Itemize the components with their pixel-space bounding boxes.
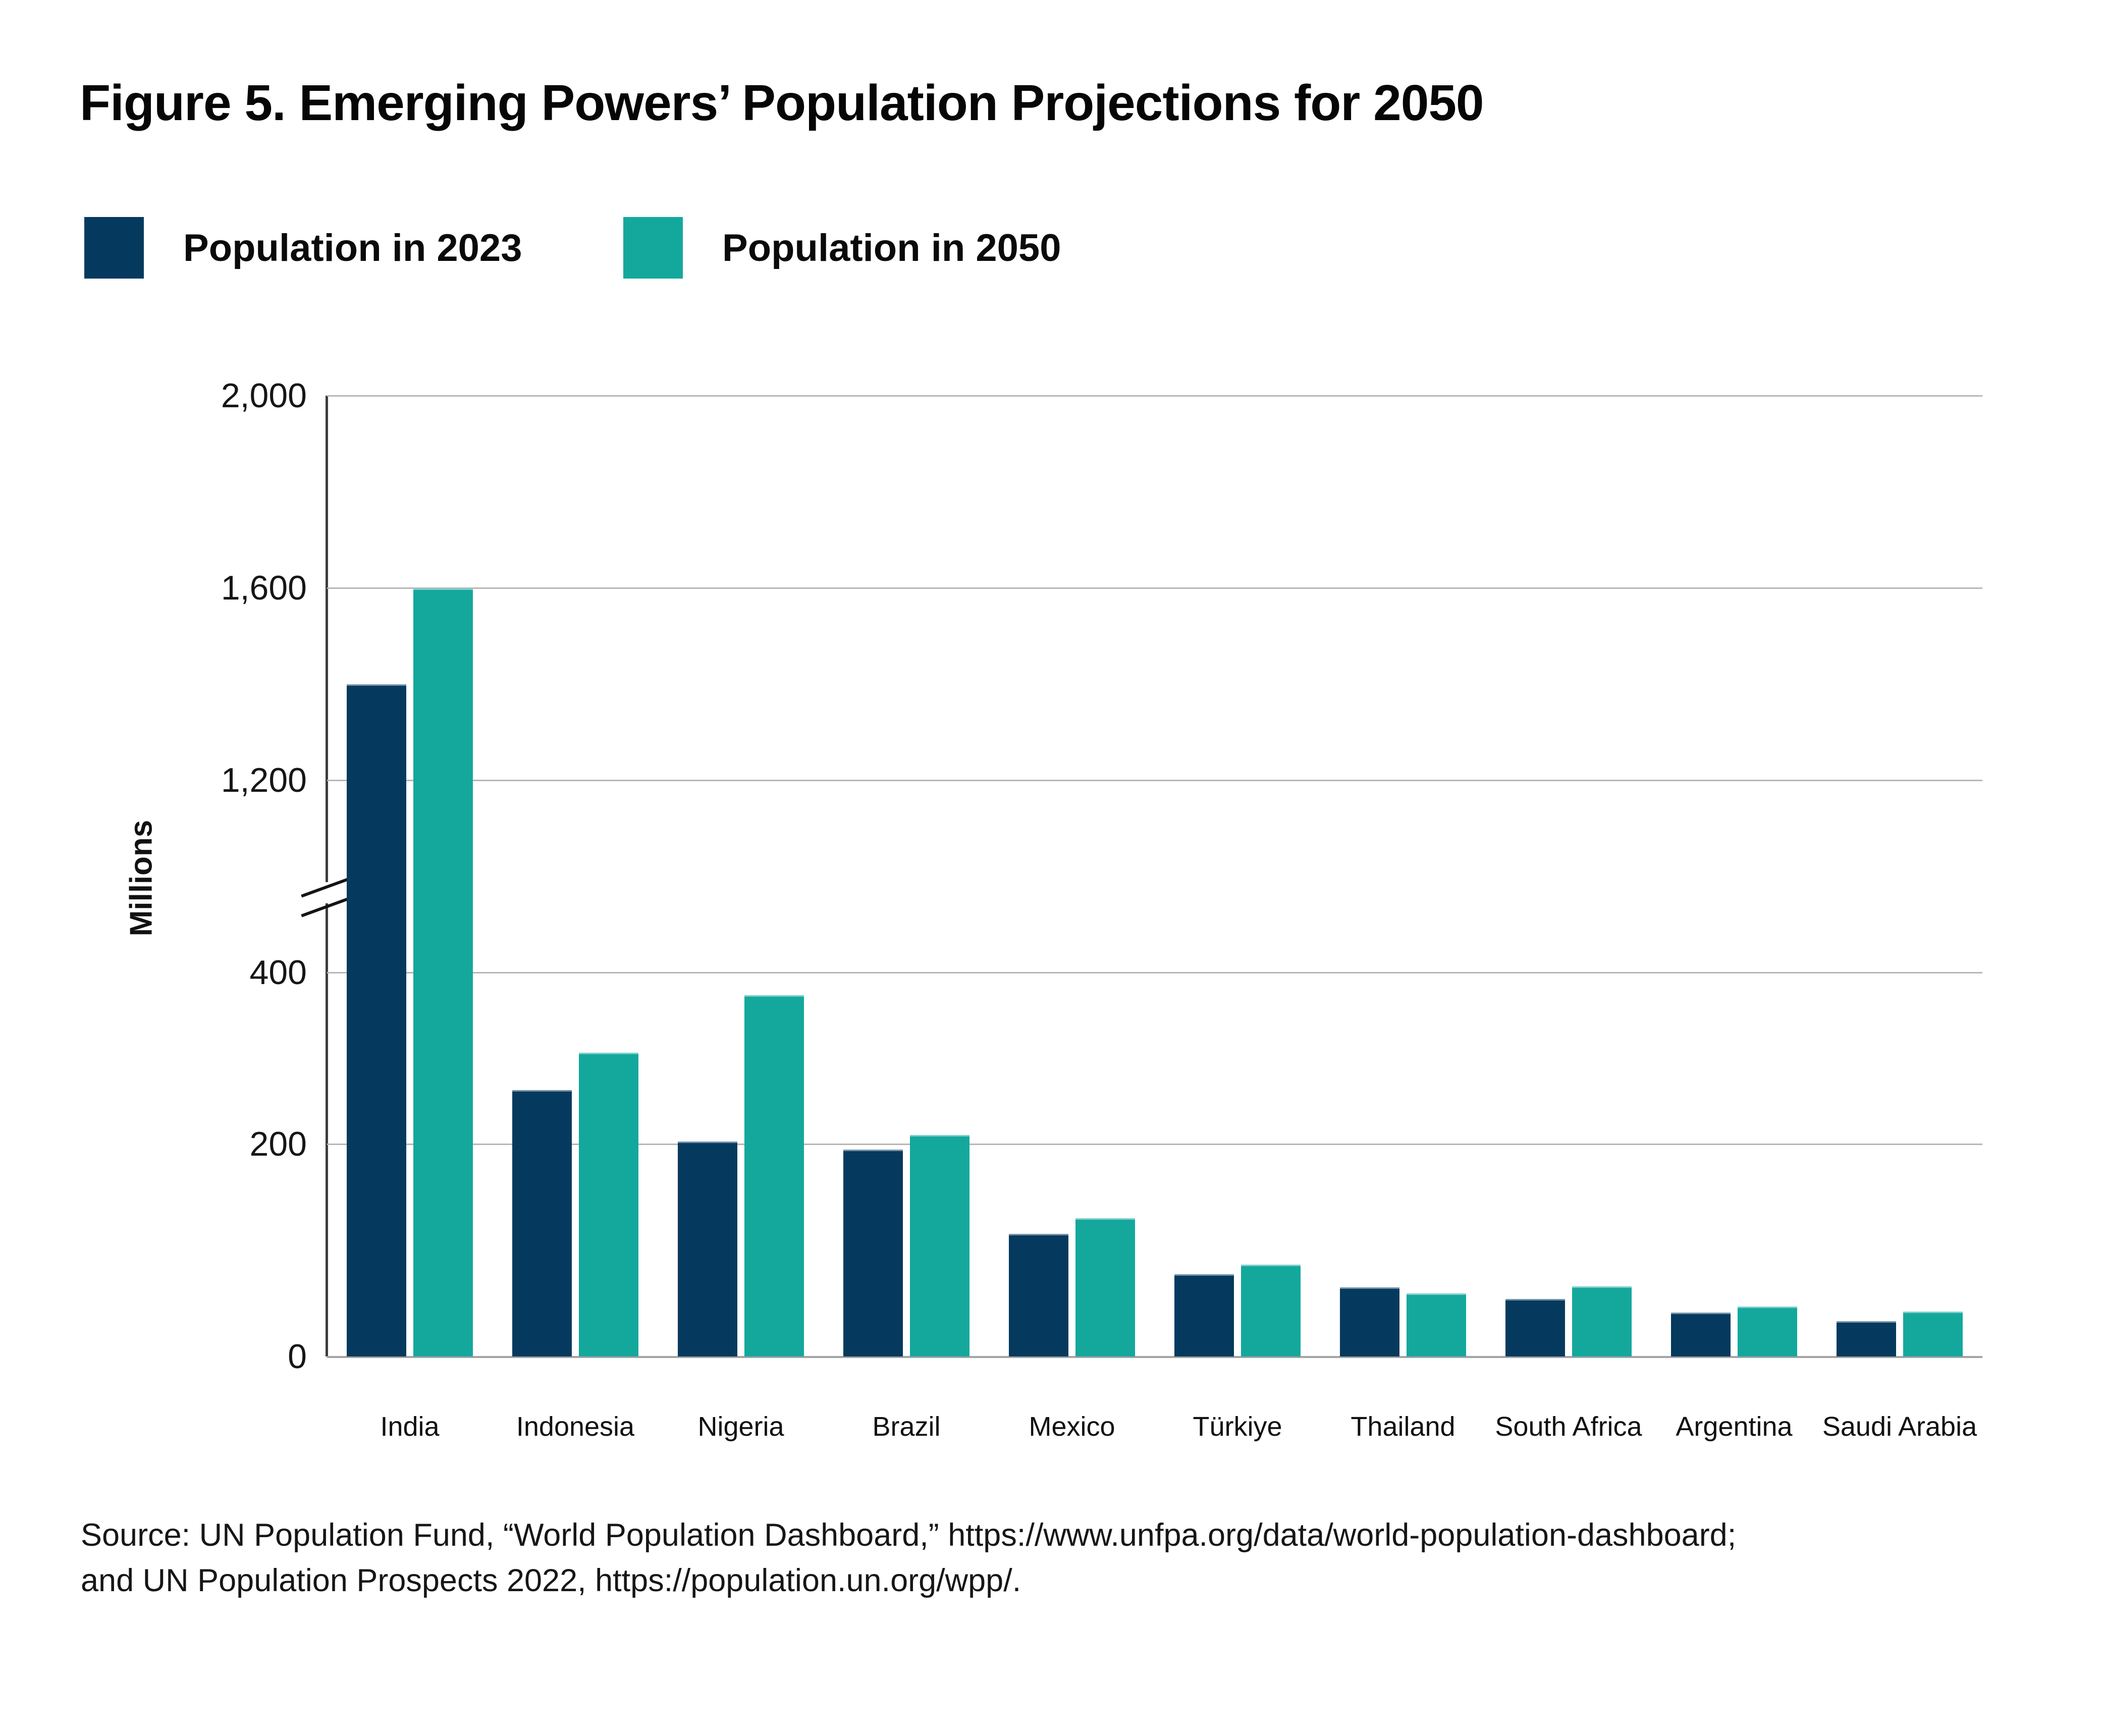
bar-india-2023 <box>347 684 406 1357</box>
bar-indonesia-2023 <box>512 1090 572 1357</box>
gridline-1600 <box>327 587 1982 589</box>
bar-south-africa-2023 <box>1505 1299 1565 1357</box>
y-tick-400: 400 <box>249 953 307 992</box>
x-label-nigeria: Nigeria <box>697 1412 784 1442</box>
bar-saudi-arabia-2050 <box>1903 1311 1963 1357</box>
bar-turkiye-2023 <box>1174 1274 1234 1357</box>
bar-mexico-2023 <box>1009 1233 1068 1357</box>
x-label-india: India <box>380 1412 440 1442</box>
bar-brazil-2050 <box>910 1135 969 1357</box>
legend-swatch-2050 <box>623 217 683 279</box>
bar-argentina-2050 <box>1738 1307 1797 1357</box>
gridline-0 <box>327 1356 1982 1358</box>
x-label-saudi-arabia: Saudi Arabia <box>1822 1412 1977 1442</box>
source-text-line-1: Source: UN Population Fund, “World Popul… <box>81 1517 1737 1553</box>
figure-title: Figure 5. Emerging Powers’ Population Pr… <box>80 75 1484 131</box>
bar-indonesia-2050 <box>579 1052 638 1357</box>
y-axis-line <box>326 396 328 1357</box>
x-label-brazil: Brazil <box>872 1412 941 1442</box>
bar-argentina-2023 <box>1671 1312 1731 1357</box>
bar-brazil-2023 <box>843 1149 903 1357</box>
bar-thailand-2023 <box>1340 1287 1399 1357</box>
bar-turkiye-2050 <box>1241 1264 1301 1357</box>
gridline-1200 <box>327 780 1982 781</box>
bar-nigeria-2023 <box>678 1142 737 1357</box>
bar-saudi-arabia-2023 <box>1837 1321 1896 1357</box>
y-tick-1600: 1,600 <box>221 569 307 607</box>
legend-label-2023: Population in 2023 <box>183 226 522 269</box>
y-tick-0: 0 <box>288 1337 307 1376</box>
bar-nigeria-2050 <box>744 995 804 1357</box>
x-label-thailand: Thailand <box>1351 1412 1455 1442</box>
y-tick-200: 200 <box>249 1125 307 1163</box>
bar-mexico-2050 <box>1075 1218 1135 1357</box>
source-text-line-2: and UN Population Prospects 2022, https:… <box>81 1563 1021 1598</box>
x-label-argentina: Argentina <box>1676 1412 1793 1442</box>
y-tick-2000: 2,000 <box>221 376 307 415</box>
x-label-mexico: Mexico <box>1029 1412 1115 1442</box>
legend-item-2023: Population in 2023 <box>84 217 522 279</box>
bar-india-2050 <box>413 588 473 1357</box>
y-tick-1200: 1,200 <box>221 761 307 799</box>
x-label-indonesia: Indonesia <box>516 1412 635 1442</box>
legend-swatch-2023 <box>84 217 144 279</box>
gridline-400 <box>327 972 1982 973</box>
gridline-200 <box>327 1144 1982 1145</box>
gridline-2000 <box>327 395 1982 397</box>
legend-item-2050: Population in 2050 <box>623 217 1061 279</box>
x-label-turkiye: Türkiye <box>1193 1412 1282 1442</box>
x-label-south-africa: South Africa <box>1495 1412 1642 1442</box>
bar-thailand-2050 <box>1407 1293 1466 1357</box>
legend-label-2050: Population in 2050 <box>722 226 1061 269</box>
bar-south-africa-2050 <box>1572 1286 1632 1357</box>
